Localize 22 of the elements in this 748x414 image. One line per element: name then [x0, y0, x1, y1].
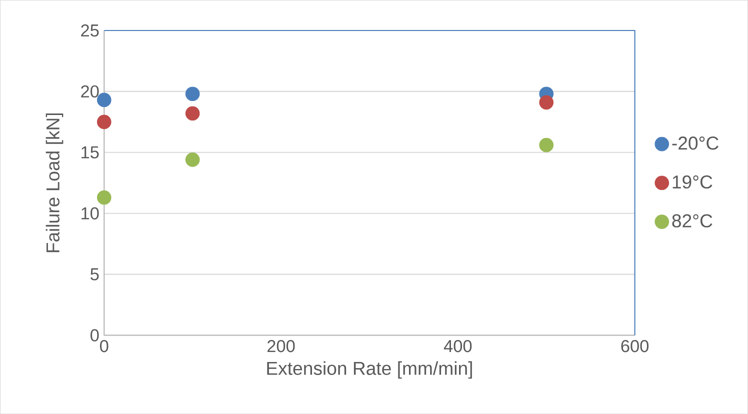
point [539, 138, 554, 152]
point [185, 152, 200, 167]
y-tick-label: 5 [90, 268, 99, 280]
y-tick-label: 10 [82, 207, 99, 220]
legend-label: 82°C [672, 214, 712, 228]
y-tick-label: 20 [81, 85, 99, 98]
x-tick-label: 400 [444, 340, 472, 352]
y-tick-label: 25 [81, 24, 99, 37]
legend-label: -20°C [672, 136, 718, 150]
y-tick-label: 15 [82, 146, 99, 158]
point [96, 190, 112, 205]
y-axis-title: Failure Load [kN] [46, 113, 64, 252]
legend-label: 19°C [672, 175, 712, 189]
x-tick-label: 200 [268, 340, 295, 352]
point [96, 114, 112, 130]
point [185, 86, 200, 101]
point [539, 95, 554, 110]
point [185, 106, 200, 121]
x-axis-title: Extension Rate [mm/min] [267, 361, 472, 379]
x-tick-label: 600 [621, 340, 649, 352]
x-tick-label: 0 [100, 340, 108, 352]
y-tick-label: 0 [90, 329, 99, 342]
